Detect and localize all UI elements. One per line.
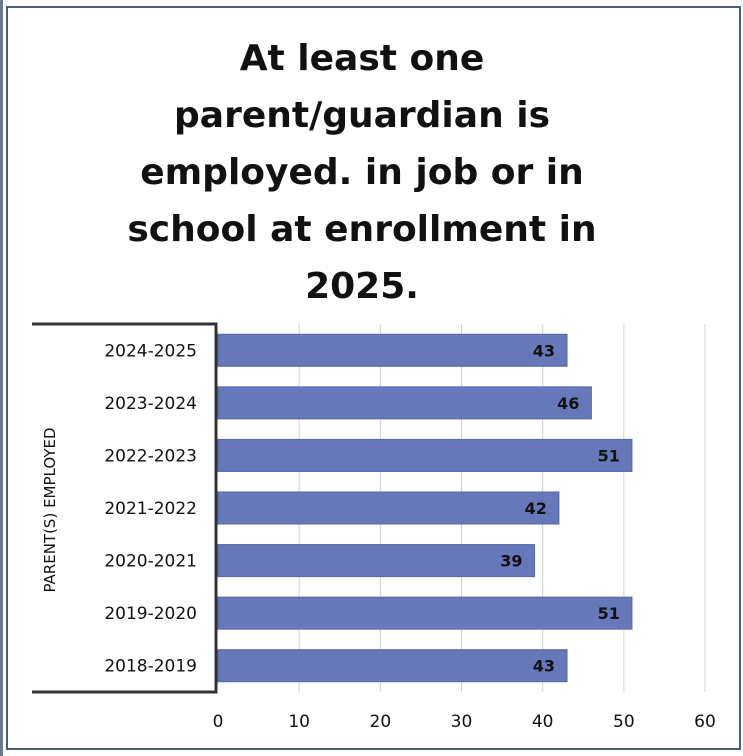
x-tick-label: 60 [694,712,716,732]
bar-2019-2020 [217,596,633,630]
category-label: 2018-2019 [104,657,197,677]
x-tick-label: 50 [613,712,635,732]
chart-title: At least one parent/guardian is employed… [127,38,597,307]
bars [217,333,633,683]
data-label: 51 [598,446,620,465]
x-tick-label: 20 [370,712,392,732]
category-label: 2019-2020 [104,604,197,624]
category-labels: 2018-2019 2019-2020 2020-2021 2021-2022 2022… [104,341,197,676]
category-label: 2022-2023 [104,446,197,466]
bar-2021-2022 [217,491,560,525]
bar-2023-2024 [217,386,592,420]
x-tick-label: 30 [451,712,473,732]
bar-2024-2025 [217,333,568,367]
category-axis-bracket [32,322,218,694]
data-label: 43 [533,657,555,676]
bar-2018-2019 [217,649,568,683]
data-label: 51 [598,604,620,623]
data-label: 46 [557,394,579,413]
category-label: 2021-2022 [104,499,197,519]
bar-2022-2023 [217,438,633,472]
bar-2020-2021 [217,544,536,578]
data-label: 42 [525,499,547,518]
x-tick-label: 0 [213,712,224,732]
data-label: 43 [533,341,555,360]
data-labels: 43 51 39 42 51 46 43 [500,341,620,675]
x-tick-label: 10 [288,712,310,732]
data-label: 39 [500,552,522,571]
category-bracket-line [32,322,218,694]
y-axis-label: PARENT(S) EMPLOYED [41,427,59,592]
category-label: 2024-2025 [104,341,197,361]
x-tick-labels: 0 10 20 30 40 50 60 [213,712,716,732]
category-label: 2020-2021 [104,552,197,572]
x-tick-label: 40 [532,712,554,732]
category-label: 2023-2024 [104,394,197,414]
outer-left-rule [0,0,3,756]
